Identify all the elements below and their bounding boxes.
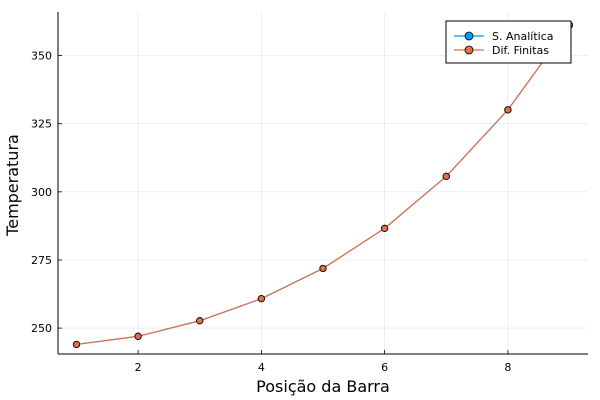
series-line-1	[76, 24, 570, 346]
x-tick-label-3: 8	[504, 361, 511, 374]
data-point-s2-7	[442, 172, 450, 180]
x-tick-label-0: 2	[135, 361, 142, 374]
legend-box	[445, 20, 572, 64]
series-line-2	[76, 24, 570, 346]
data-point-s2-3	[196, 317, 204, 325]
legend-marker-2	[464, 45, 474, 55]
legend-entry-1: S. Analítica	[454, 30, 553, 43]
y-tick-label-0: 250	[31, 322, 52, 335]
y-tick-label-1: 275	[31, 254, 52, 267]
axes	[57, 12, 588, 355]
y-tick-label-2: 300	[31, 186, 52, 199]
legend: S. Analítica Dif. Finitas	[445, 20, 572, 64]
data-point-s2-6	[381, 224, 389, 232]
tick-labels: 2 4 6 8 250 275 300 325 350	[31, 50, 511, 374]
data-point-s2-1	[72, 340, 81, 349]
legend-label-1: S. Analítica	[492, 30, 553, 43]
data-point-s2-5	[319, 264, 327, 273]
x-tick-label-1: 4	[258, 361, 265, 374]
y-tick-label-4: 350	[31, 50, 52, 63]
legend-label-2: Dif. Finitas	[492, 44, 549, 57]
y-tick-label-3: 325	[31, 118, 52, 131]
series-lines	[76, 24, 570, 346]
legend-entry-2: Dif. Finitas	[454, 44, 549, 57]
x-tick-label-2: 6	[381, 361, 388, 374]
data-point-s2-8	[504, 106, 512, 114]
legend-marker-1	[464, 31, 474, 41]
x-axis-title: Posição da Barra	[256, 377, 390, 396]
data-point-s2-4	[257, 295, 265, 303]
y-axis-title: Temperatura	[3, 134, 22, 237]
data-point-s2-2	[134, 332, 142, 340]
data-points	[72, 21, 574, 349]
